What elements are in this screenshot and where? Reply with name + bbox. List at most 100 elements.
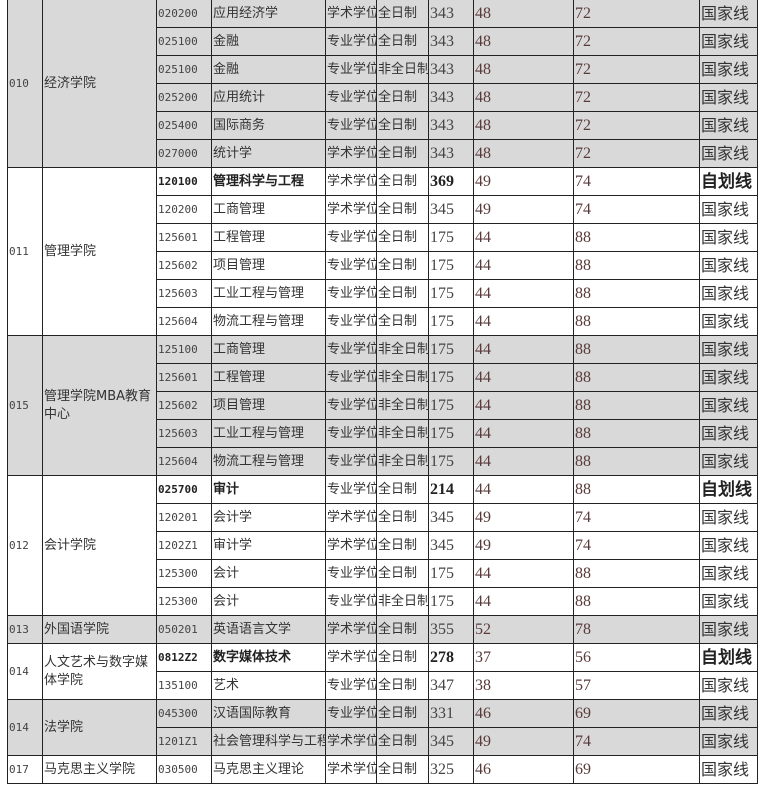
major-code: 125604	[156, 447, 212, 476]
study-mode: 全日制	[376, 0, 429, 28]
degree-type: 专业学位	[325, 307, 377, 336]
major-code: 125300	[156, 587, 212, 616]
degree-type: 专业学位	[325, 335, 377, 364]
major-name: 工业工程与管理	[211, 279, 326, 308]
major-code: 025700	[156, 475, 212, 504]
degree-type: 专业学位	[325, 671, 377, 700]
major-code: 125601	[156, 363, 212, 392]
table-row: 027000 统计学 学术学位 全日制 343 48 72 国家线	[8, 139, 758, 168]
subject-score-150: 69	[573, 755, 700, 784]
college-code: 010	[7, 0, 43, 168]
subject-score-150: 57	[573, 671, 700, 700]
degree-type: 专业学位	[325, 251, 377, 280]
college-code: 014	[7, 699, 43, 756]
subject-score-100: 44	[473, 419, 574, 448]
table-row: 125604 物流工程与管理 专业学位 非全日制 175 44 88 国家线	[8, 447, 758, 476]
subject-score-100: 49	[473, 503, 574, 532]
study-mode: 非全日制	[376, 55, 429, 84]
line-type: 国家线	[699, 503, 758, 532]
college-name: 外国语学院	[42, 615, 157, 644]
study-mode: 全日制	[376, 251, 429, 280]
total-score: 355	[428, 615, 474, 644]
subject-score-100: 48	[473, 27, 574, 56]
major-name: 马克思主义理论	[211, 755, 326, 784]
total-score: 278	[428, 643, 474, 672]
major-name: 管理科学与工程	[211, 167, 326, 196]
subject-score-100: 44	[473, 307, 574, 336]
study-mode: 全日制	[376, 223, 429, 252]
subject-score-100: 44	[473, 335, 574, 364]
total-score: 175	[428, 447, 474, 476]
study-mode: 全日制	[376, 503, 429, 532]
degree-type: 学术学位	[325, 643, 377, 672]
subject-score-100: 48	[473, 111, 574, 140]
subject-score-100: 44	[473, 363, 574, 392]
subject-score-150: 88	[573, 223, 700, 252]
major-name: 社会管理科学与工程	[211, 727, 326, 756]
table-row: 120200 工商管理 学术学位 全日制 345 49 74 国家线	[8, 195, 758, 224]
major-code: 125100	[156, 335, 212, 364]
major-code: 027000	[156, 139, 212, 168]
subject-score-100: 46	[473, 755, 574, 784]
degree-type: 专业学位	[325, 55, 377, 84]
study-mode: 全日制	[376, 307, 429, 336]
total-score: 214	[428, 475, 474, 504]
degree-type: 学术学位	[325, 615, 377, 644]
degree-type: 专业学位	[325, 475, 377, 504]
study-mode: 全日制	[376, 111, 429, 140]
table-row: 014 人文艺术与数字媒体学院 0812Z2 数字媒体技术 学术学位 全日制 278 37 56…	[7, 643, 758, 700]
study-mode: 非全日制	[376, 587, 429, 616]
college-name: 法学院	[42, 699, 157, 756]
college-name: 马克思主义学院	[42, 755, 157, 784]
table-row: 010 经济学院 020200 应用经济学 学术学位 全日制 343 48 72 国家线	[7, 0, 758, 168]
major-name: 会计	[211, 559, 326, 588]
total-score: 345	[428, 727, 474, 756]
subject-score-150: 88	[573, 307, 700, 336]
major-name: 审计学	[211, 531, 326, 560]
table-row: 1201Z1 社会管理科学与工程 学术学位 全日制 345 49 74 国家线	[8, 727, 758, 756]
degree-type: 专业学位	[325, 363, 377, 392]
subject-score-100: 49	[473, 167, 574, 196]
table-row: 011 管理学院 120100 管理科学与工程 学术学位 全日制 369 49 74 自划线	[7, 167, 758, 336]
table-row: 125604 物流工程与管理 专业学位 全日制 175 44 88 国家线	[8, 307, 758, 336]
college-code: 015	[7, 335, 43, 476]
degree-type: 学术学位	[325, 195, 377, 224]
major-code: 030500	[156, 755, 212, 784]
study-mode: 非全日制	[376, 419, 429, 448]
line-type: 国家线	[699, 727, 758, 756]
line-type: 国家线	[699, 671, 758, 700]
major-code: 120200	[156, 195, 212, 224]
table-row: 125602 项目管理 专业学位 非全日制 175 44 88 国家线	[8, 391, 758, 420]
degree-type: 专业学位	[325, 559, 377, 588]
line-type: 国家线	[699, 279, 758, 308]
subject-score-150: 88	[573, 363, 700, 392]
subject-score-100: 48	[473, 0, 574, 28]
subject-score-100: 37	[473, 643, 574, 672]
major-code: 1202Z1	[156, 531, 212, 560]
college-name: 会计学院	[42, 475, 157, 616]
major-code: 025200	[156, 83, 212, 112]
total-score: 175	[428, 559, 474, 588]
subject-score-150: 74	[573, 503, 700, 532]
study-mode: 全日制	[376, 475, 429, 504]
subject-score-100: 44	[473, 587, 574, 616]
score-line-table: 010 经济学院 020200 应用经济学 学术学位 全日制 343 48 72 国家线 02510…	[7, 0, 758, 784]
major-code: 135100	[156, 671, 212, 700]
degree-type: 专业学位	[325, 27, 377, 56]
line-type: 自划线	[699, 643, 758, 672]
major-code: 0812Z2	[156, 643, 212, 672]
subject-score-150: 88	[573, 559, 700, 588]
degree-type: 学术学位	[325, 139, 377, 168]
college-name: 经济学院	[42, 0, 157, 168]
total-score: 345	[428, 195, 474, 224]
subject-score-150: 88	[573, 279, 700, 308]
subject-score-100: 49	[473, 195, 574, 224]
major-name: 审计	[211, 475, 326, 504]
degree-type: 专业学位	[325, 699, 377, 728]
total-score: 343	[428, 55, 474, 84]
subject-score-100: 44	[473, 559, 574, 588]
subject-score-150: 72	[573, 111, 700, 140]
line-type: 国家线	[699, 139, 758, 168]
major-name: 工程管理	[211, 223, 326, 252]
degree-type: 学术学位	[325, 531, 377, 560]
